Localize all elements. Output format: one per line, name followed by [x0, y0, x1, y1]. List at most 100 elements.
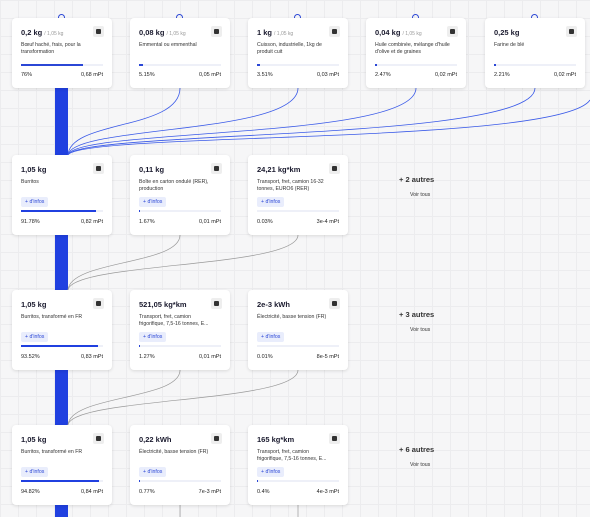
top-links — [67, 87, 590, 156]
progress-fill — [21, 480, 99, 482]
progress-track — [21, 64, 103, 66]
impact: 0,02 mPt — [553, 72, 576, 78]
progress-track — [139, 64, 221, 66]
others-count: + 3 autres — [399, 310, 435, 319]
label: Cuisson, industrielle, 1kg de produit cu… — [257, 42, 322, 55]
icon[interactable] — [566, 26, 577, 37]
icon[interactable] — [329, 163, 340, 174]
node-card[interactable]: 521,05 kg*km Transport, fret, camion frig… — [130, 290, 230, 370]
impact: 0,01 mPt — [198, 219, 221, 225]
percent: 0.77% — [139, 489, 155, 495]
icon[interactable] — [211, 163, 222, 174]
see-all-button[interactable]: Voir tous — [410, 192, 431, 198]
more-info-button[interactable]: + d'infos — [139, 197, 167, 207]
more-info-button[interactable]: + d'infos — [257, 332, 285, 342]
quantity: 24,21 kg*km — [257, 165, 301, 174]
label: Électricité, basse tension (FR) — [139, 449, 209, 455]
quantity: 1,05 kg — [21, 165, 47, 174]
quantity: 521,05 kg*km — [139, 300, 187, 309]
quantity: 2e-3 kWh — [257, 300, 290, 309]
node-card[interactable]: 165 kg*km Transport, fret, camion frigori… — [248, 425, 348, 505]
node-card[interactable]: 0,2 kg/ 1,05 kg Bœuf haché, frais, pour l… — [12, 18, 112, 88]
more-info-button[interactable]: + d'infos — [21, 467, 49, 477]
others-count: + 2 autres — [399, 175, 435, 184]
progress-track — [257, 480, 339, 482]
percent: 0.01% — [257, 354, 273, 360]
progress-track — [257, 210, 339, 212]
icon[interactable] — [211, 298, 222, 309]
progress-track — [139, 480, 221, 482]
progress-track — [21, 210, 103, 212]
percent: 5.15% — [139, 72, 155, 78]
percent: 0.4% — [257, 489, 270, 495]
node-card[interactable]: 1,05 kg Burritos, transformé en FR + d'inf… — [12, 290, 112, 370]
progress-track — [139, 345, 221, 347]
progress-fill — [257, 64, 260, 66]
more-info-button[interactable]: + d'infos — [139, 467, 167, 477]
node-card[interactable]: 0,11 kg Boîte en carton ondulé (RER), pro… — [130, 155, 230, 235]
label: Électricité, basse tension (FR) — [257, 314, 327, 320]
quantity: 0,25 kg — [494, 28, 520, 37]
quantity: 1,05 kg — [21, 300, 47, 309]
node-card[interactable]: 1,05 kg Burritos, transformé en FR + d'inf… — [12, 425, 112, 505]
icon[interactable] — [93, 298, 104, 309]
icon[interactable] — [93, 163, 104, 174]
percent: 2.21% — [494, 72, 510, 78]
reference-quantity: / 1,05 kg — [166, 31, 186, 37]
reference-quantity: / 1,05 kg — [402, 31, 422, 37]
icon[interactable] — [93, 433, 104, 444]
progress-fill — [21, 210, 97, 212]
label: Emmental ou emmenthal — [139, 42, 197, 48]
more-info-button[interactable]: + d'infos — [21, 332, 49, 342]
icon[interactable] — [329, 298, 340, 309]
percent: 1.27% — [139, 354, 155, 360]
more-info-button[interactable]: + d'infos — [139, 332, 167, 342]
progress-fill — [375, 64, 378, 66]
percent: 94.82% — [21, 489, 40, 495]
more-info-button[interactable]: + d'infos — [257, 467, 285, 477]
progress-fill — [139, 480, 140, 482]
icon[interactable] — [211, 26, 222, 37]
node-card[interactable]: 2e-3 kWh Électricité, basse tension (FR) +… — [248, 290, 348, 370]
more-info-button[interactable]: + d'infos — [257, 197, 285, 207]
impact: 3e-4 mPt — [316, 219, 339, 225]
see-all-button[interactable]: Voir tous — [410, 327, 431, 333]
impact: 0,02 mPt — [434, 72, 457, 78]
icon[interactable] — [211, 433, 222, 444]
label: Bœuf haché, frais, pour la transformatio… — [21, 42, 81, 55]
quantity: 1,05 kg — [21, 435, 47, 444]
progress-track — [21, 480, 103, 482]
label: Transport, fret, camion frigorifique, 7,… — [257, 449, 327, 462]
node-card[interactable]: 0,22 kWh Électricité, basse tension (FR) +… — [130, 425, 230, 505]
node-card[interactable]: 0,25 kg Farine de blé 2.21% 0,02 mPt — [485, 18, 585, 88]
percent: 1.67% — [139, 219, 155, 225]
node-card[interactable]: 1,05 kg Burritos + d'infos 91.78% 0,82 mPt — [12, 155, 112, 235]
reference-quantity: / 1,05 kg — [274, 31, 294, 37]
node-card[interactable]: 1 kg/ 1,05 kg Cuisson, industrielle, 1kg … — [248, 18, 348, 88]
icon[interactable] — [93, 26, 104, 37]
label: Transport, fret, camion frigorifique, 7,… — [139, 314, 209, 327]
impact: 8e-5 mPt — [316, 354, 339, 360]
progress-fill — [139, 64, 144, 66]
row-links — [67, 234, 299, 517]
progress-track — [494, 64, 576, 66]
node-card[interactable]: 24,21 kg*km Transport, fret, camion 16-32… — [248, 155, 348, 235]
progress-track — [257, 64, 339, 66]
impact: 0,84 mPt — [80, 489, 103, 495]
icon[interactable] — [329, 433, 340, 444]
label: Farine de blé — [494, 42, 525, 48]
label: Transport, fret, camion 16-32 tonnes, EU… — [257, 179, 324, 192]
impact: 0,82 mPt — [80, 219, 103, 225]
quantity: 0,2 kg/ 1,05 kg — [21, 28, 64, 37]
see-all-button[interactable]: Voir tous — [410, 462, 431, 468]
icon[interactable] — [329, 26, 340, 37]
quantity: 1 kg/ 1,05 kg — [257, 28, 294, 37]
node-card[interactable]: 0,08 kg/ 1,05 kg Emmental ou emmenthal 5.1… — [130, 18, 230, 88]
more-info-button[interactable]: + d'infos — [21, 197, 49, 207]
icon[interactable] — [447, 26, 458, 37]
label: Boîte en carton ondulé (RER), production — [139, 179, 209, 192]
progress-fill — [21, 64, 84, 66]
node-card[interactable]: 0,04 kg/ 1,05 kg Huile combinée, mélange … — [366, 18, 466, 88]
label: Huile combinée, mélange d'huile d'olive … — [375, 42, 450, 55]
